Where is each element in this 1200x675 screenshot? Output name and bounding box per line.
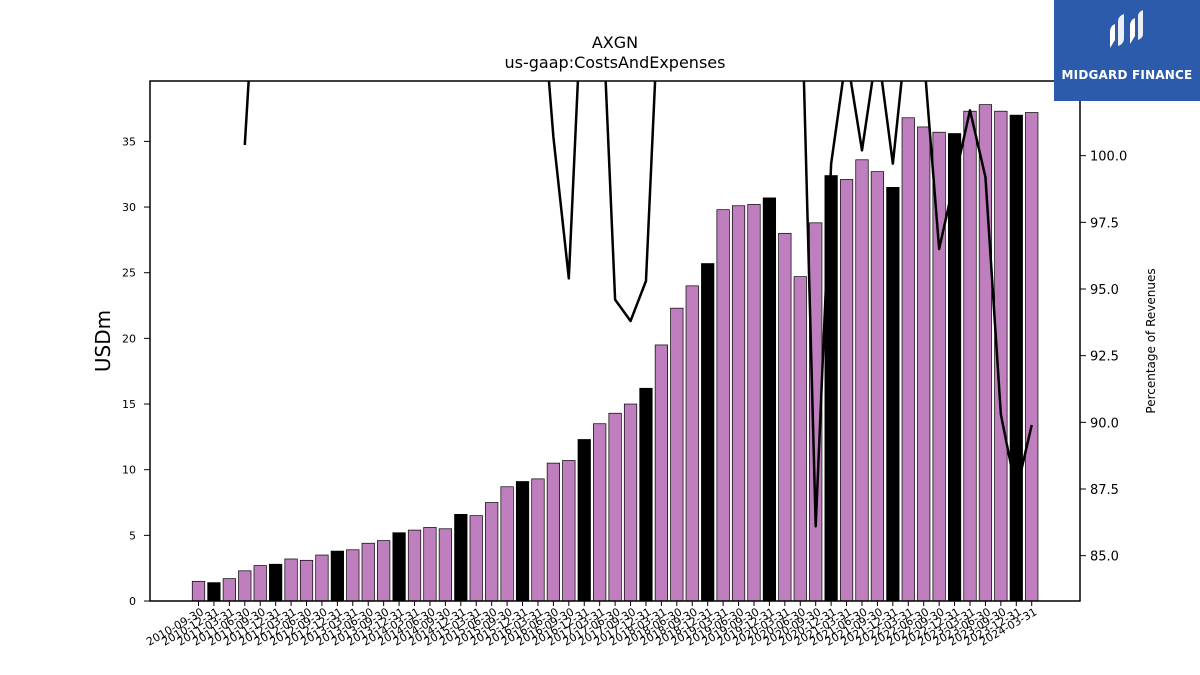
y2-tick-label: 87.5 [1090,483,1119,498]
bar-2013-09-30 [377,540,391,602]
bar-2014-09-30 [438,528,452,602]
bar-2016-12-31 [577,439,591,602]
pct-of-revenues-line [243,81,1033,528]
y2-axis-label: Percentage of Revenues [1144,268,1158,413]
bar-group [191,104,1039,602]
bar-2013-06-30 [361,542,375,602]
bar-2016-09-30 [562,460,576,602]
bar-2024-03-31 [1025,112,1039,602]
y2-axis: 85.0 87.5 90.0 92.5 95.0 97.5 100.0 [1080,150,1127,565]
bar-2015-06-30 [485,502,499,602]
bar-2021-03-31 [839,179,854,602]
bar-2018-12-31 [701,263,715,602]
bar-2011-12-31 [269,563,283,602]
bar-2016-06-30 [546,462,560,602]
y-tick-label: 25 [122,267,136,280]
bar-2023-03-31 [963,110,977,602]
y-axis: 0 5 10 15 20 25 30 35 [122,135,150,608]
bar-2022-06-30 [917,126,931,602]
y-tick-label: 10 [122,464,136,477]
bar-2023-12-31 [1009,114,1023,602]
bar-2018-06-30 [670,307,684,602]
bar-2021-06-30 [855,159,869,602]
bar-2019-12-31 [762,197,777,602]
bar-2022-03-31 [901,117,915,602]
bar-2013-03-31 [346,549,360,602]
bar-2020-06-30 [793,276,807,602]
bar-2015-03-31 [469,515,483,602]
bar-2012-12-31 [330,550,344,602]
bar-2013-12-31 [392,532,406,602]
bar-2019-03-31 [716,209,730,602]
y-tick-label: 20 [122,332,136,345]
chart-title: AXGN [592,33,638,52]
bar-2017-06-30 [608,412,622,602]
bar-2012-09-30 [315,554,329,602]
y2-tick-label: 97.5 [1090,216,1119,231]
bar-2012-06-30 [299,559,314,602]
y2-tick-label: 92.5 [1090,350,1119,365]
y-tick-label: 35 [122,135,136,148]
bar-2019-06-30 [731,205,746,602]
y-tick-label: 5 [129,529,136,542]
bar-2018-03-31 [654,344,669,602]
bar-2010-12-31 [207,582,221,602]
y-tick-label: 15 [122,398,136,411]
x-axis: 2010-09-302010-12-312011-03-312011-06-30… [144,601,1039,649]
bar-2012-03-31 [284,558,298,602]
bar-2021-09-30 [870,171,885,602]
bar-2019-09-30 [747,204,761,602]
logo: MIDGARD FINANCE [1054,0,1200,101]
bar-2011-09-30 [253,565,267,602]
y2-tick-label: 85.0 [1090,550,1119,565]
y-axis-label: USDm [91,310,115,372]
y2-tick-label: 90.0 [1090,416,1119,431]
bar-2011-03-31 [222,578,236,602]
bar-2014-12-31 [454,513,468,602]
bar-2021-12-31 [886,187,900,602]
bar-2017-09-30 [623,403,638,602]
bar-2015-09-30 [500,486,514,602]
bar-2017-03-31 [593,423,607,602]
bar-2010-09-30 [191,580,206,602]
bar-2017-12-31 [639,387,653,602]
y2-tick-label: 100.0 [1090,150,1127,165]
y-tick-label: 30 [122,201,136,214]
bar-2014-03-31 [407,529,422,602]
midgard-logo-icon [1110,10,1143,48]
bar-2011-06-30 [238,570,252,602]
bar-2015-12-31 [515,481,530,602]
y-tick-label: 0 [129,595,136,608]
y2-tick-label: 95.0 [1090,283,1119,298]
pct-line-layer [243,81,1033,528]
bar-2014-06-30 [423,527,437,602]
logo-text: MIDGARD FINANCE [1061,68,1193,82]
chart-subtitle: us-gaap:CostsAndExpenses [505,53,726,72]
bar-2016-03-31 [531,478,545,602]
bar-2020-03-31 [778,232,792,602]
bar-2018-09-30 [685,285,699,602]
